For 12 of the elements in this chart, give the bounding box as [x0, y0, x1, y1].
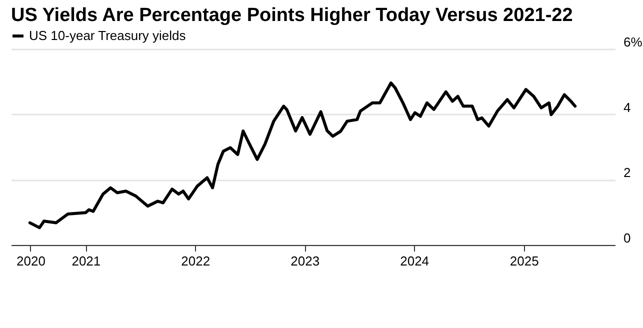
y-tick-label: 4 — [624, 100, 631, 115]
x-tick-label: 2025 — [510, 254, 539, 268]
x-tick-label: 2021 — [72, 254, 101, 268]
chart-title: US Yields Are Percentage Points Higher Today Versus 2021-22 — [11, 5, 573, 26]
y-tick-label: 0 — [624, 230, 631, 246]
y-tick-label: 2 — [624, 165, 631, 180]
x-tick-label: 2023 — [290, 254, 320, 268]
x-tick-label: 2022 — [181, 254, 210, 268]
x-tick-label: 2024 — [400, 254, 430, 268]
y-tick-label: 6% — [624, 34, 643, 50]
legend-label: US 10-year Treasury yields — [29, 28, 186, 43]
x-tick-label: 2020 — [16, 254, 46, 268]
